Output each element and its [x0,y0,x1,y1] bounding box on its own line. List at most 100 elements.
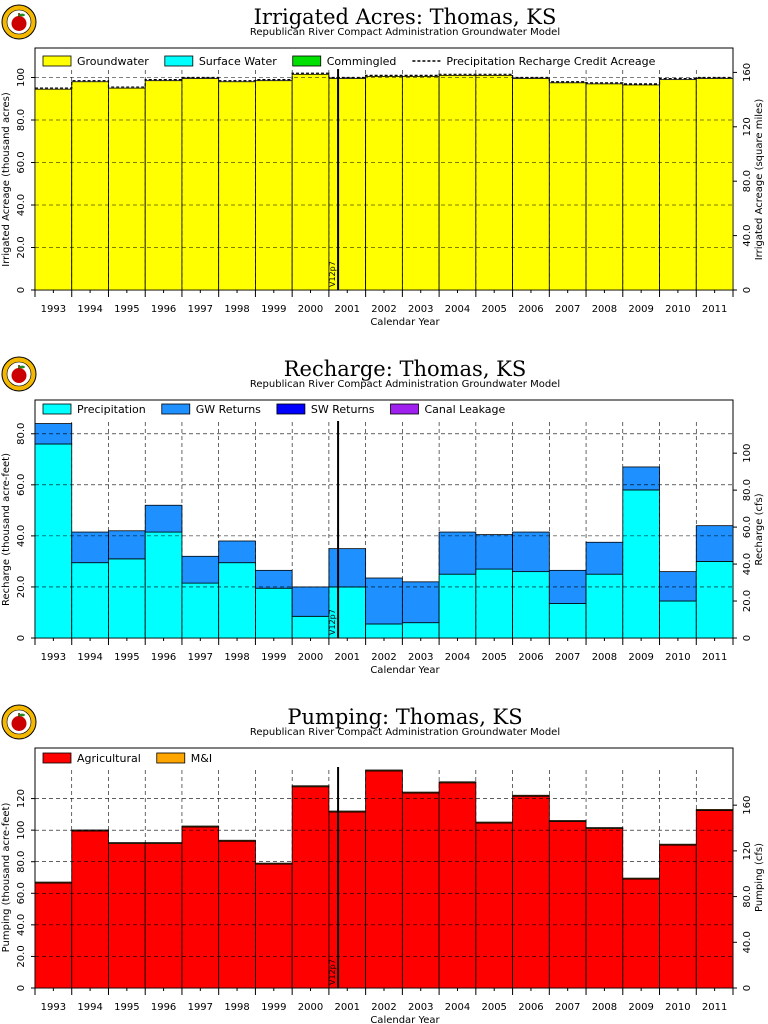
legend-swatch [42,752,72,764]
x-tick-label: 2002 [371,652,396,663]
bar-gw-returns-2002 [365,577,403,625]
bar-m-i-1999 [255,862,293,865]
x-tick-label: 2009 [628,1002,653,1013]
y-tick-label: 100 [16,68,27,87]
bar-precipitation-2011 [695,561,734,639]
bar-m-i-2002 [365,769,403,772]
x-tick-label: 2006 [518,652,543,663]
legend: Agricultural M&I [42,752,212,765]
x-tick-label: 1997 [188,304,213,315]
bar-precipitation-2008 [585,573,624,639]
bar-agricultural-2002 [365,770,403,989]
bar-m-i-2003 [401,791,440,794]
bar-agricultural-2004 [438,782,477,989]
bar-m-i-2011 [695,809,734,811]
bar-groundwater-1995 [108,87,146,291]
x-tick-label: 2000 [298,304,323,315]
bar-precipitation-2005 [475,568,513,639]
bar-gw-returns-1999 [255,569,293,589]
chart-subtitle: Republican River Compact Administration … [250,379,560,390]
bar-groundwater-1993 [34,88,73,291]
legend-label: Precipitation Recharge Credit Acreage [446,55,655,68]
rrca-logo [1,356,37,392]
bar-groundwater-2005 [475,74,513,291]
chart-title: Recharge: Thomas, KS [284,357,527,381]
x-tick-label: 1998 [224,1002,249,1013]
x-tick-label: 2004 [445,652,470,663]
x-tick-label: 2004 [445,1002,470,1013]
x-tick-label: 2006 [518,1002,543,1013]
x-tick-label: 2004 [445,304,470,315]
x-tick-label: 2001 [335,652,360,663]
x-tick-label: 2008 [592,1002,617,1013]
bar-groundwater-2007 [548,82,587,291]
y-right-tick-label: 0 [742,985,753,991]
x-tick-label: 1998 [224,652,249,663]
x-tick-label: 1993 [41,1002,66,1013]
y-tick-label: 40.0 [16,914,27,936]
bar-gw-returns-2005 [475,534,513,570]
x-tick-label: 1999 [261,1002,286,1013]
x-tick-label: 2006 [518,304,543,315]
x-tick-label: 2003 [408,1002,433,1013]
bar-precipitation-1998 [218,562,256,639]
bar-m-i-1995 [108,842,146,844]
bar-precipitation-1994 [71,562,109,639]
y-right-tick-label: 100 [742,444,753,463]
x-tick-label: 2002 [371,304,396,315]
bar-agricultural-1997 [181,826,220,989]
y-right-tick-label: 40.0 [742,553,753,575]
legend-label: Commingled [327,55,397,68]
x-tick-label: 1995 [114,652,139,663]
x-tick-label: 1994 [77,652,102,663]
legend-label: Agricultural [77,752,141,765]
bar-m-i-1996 [144,842,183,844]
bar-precipitation-2003 [401,622,440,639]
bar-precipitation-2010 [659,600,697,639]
logo-leaf [19,13,25,17]
bar-m-i-2010 [659,843,697,846]
bar-m-i-1993 [34,881,73,884]
bar-gw-returns-1994 [71,531,109,564]
bar-agricultural-2006 [512,795,550,989]
y-tick-label: 40.0 [16,525,27,547]
legend-swatch [42,55,72,67]
y-right-tick-label: 80.0 [742,479,753,501]
bar-gw-returns-2001 [328,548,367,588]
bar-groundwater-2011 [695,78,734,291]
x-tick-label: 2003 [408,304,433,315]
x-tick-label: 2008 [592,304,617,315]
x-tick-label: 1999 [261,304,286,315]
x-tick-label: 2005 [481,652,506,663]
bar-groundwater-2006 [512,78,550,291]
y-right-tick-label: 120 [742,117,753,136]
bar-gw-returns-2000 [291,586,330,617]
x-tick-label: 2002 [371,1002,396,1013]
legend-label: Canal Leakage [425,403,506,416]
x-tick-label: 2010 [665,304,690,315]
bar-m-i-1997 [181,825,220,828]
y-tick-label: 20.0 [16,945,27,967]
bar-groundwater-2010 [659,79,697,291]
bar-groundwater-2009 [622,84,660,291]
y-tick-label: 0 [16,635,27,641]
model-version-label: V12p7 [328,609,337,635]
model-version-label: V12p7 [328,261,337,287]
y-right-axis-label: Irrigated Acreage (square miles) [754,99,765,261]
bar-precipitation-2000 [291,615,330,639]
y-tick-label: 120 [16,789,27,808]
bar-gw-returns-2004 [438,531,477,575]
bar-gw-returns-1996 [144,504,183,533]
x-tick-label: 1994 [77,304,102,315]
legend: Precipitation GW Returns SW Returns Canal L… [42,403,506,416]
bar-groundwater-2001 [328,78,367,291]
x-tick-label: 1996 [151,304,176,315]
x-tick-label: 2009 [628,652,653,663]
y-right-tick-label: 160 [742,63,753,82]
y-tick-label: 40.0 [16,194,27,216]
y-tick-label: 20.0 [16,576,27,598]
bar-m-i-2006 [512,794,550,797]
legend-label: Groundwater [77,55,149,68]
